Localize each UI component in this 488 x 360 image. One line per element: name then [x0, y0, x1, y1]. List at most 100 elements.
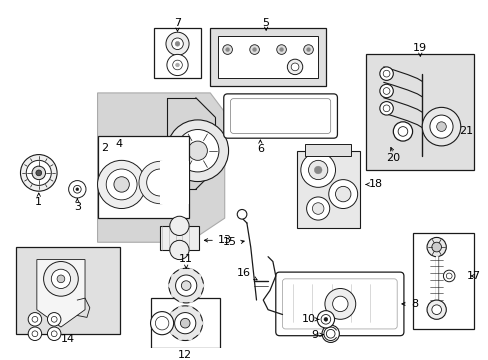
- Text: 20: 20: [386, 153, 400, 163]
- Circle shape: [171, 38, 183, 50]
- Circle shape: [187, 306, 192, 311]
- Text: 13: 13: [217, 235, 231, 245]
- Circle shape: [421, 107, 460, 146]
- Text: 2: 2: [101, 143, 108, 153]
- Circle shape: [175, 63, 179, 67]
- Circle shape: [36, 170, 41, 176]
- Circle shape: [175, 41, 180, 46]
- Circle shape: [188, 298, 193, 303]
- Circle shape: [155, 316, 168, 330]
- Circle shape: [166, 120, 228, 181]
- Circle shape: [97, 160, 145, 208]
- Circle shape: [47, 312, 61, 326]
- Text: 7: 7: [174, 18, 181, 28]
- Circle shape: [332, 296, 347, 312]
- Text: 16: 16: [237, 268, 250, 278]
- Circle shape: [28, 327, 41, 341]
- Circle shape: [300, 153, 335, 187]
- Circle shape: [188, 141, 207, 160]
- Bar: [160, 161, 189, 204]
- Circle shape: [166, 54, 188, 76]
- Circle shape: [383, 70, 389, 77]
- Text: 9: 9: [310, 330, 317, 340]
- Text: 15: 15: [222, 237, 236, 247]
- Circle shape: [167, 321, 172, 325]
- Text: 8: 8: [410, 299, 417, 309]
- Circle shape: [51, 269, 70, 288]
- Circle shape: [324, 288, 355, 319]
- Bar: [218, 36, 318, 78]
- Bar: [154, 28, 200, 78]
- Circle shape: [172, 60, 182, 70]
- Circle shape: [106, 169, 137, 200]
- Circle shape: [20, 154, 57, 191]
- Circle shape: [76, 188, 79, 191]
- Circle shape: [429, 115, 452, 138]
- FancyBboxPatch shape: [230, 99, 330, 133]
- Circle shape: [174, 312, 195, 334]
- Circle shape: [196, 274, 201, 279]
- Polygon shape: [97, 93, 224, 242]
- Circle shape: [223, 45, 232, 54]
- Circle shape: [73, 185, 81, 193]
- Circle shape: [170, 312, 175, 316]
- Text: 18: 18: [368, 179, 382, 189]
- Circle shape: [322, 325, 339, 342]
- Circle shape: [303, 45, 313, 54]
- Circle shape: [195, 330, 200, 335]
- Circle shape: [188, 269, 193, 273]
- Circle shape: [28, 312, 41, 326]
- Circle shape: [225, 48, 229, 51]
- Text: 11: 11: [179, 254, 193, 264]
- Circle shape: [179, 298, 183, 303]
- Circle shape: [306, 48, 310, 51]
- Circle shape: [68, 181, 86, 198]
- Circle shape: [276, 45, 286, 54]
- Text: 1: 1: [35, 197, 42, 207]
- Polygon shape: [37, 260, 85, 327]
- Bar: [296, 151, 359, 228]
- Circle shape: [431, 242, 441, 252]
- Circle shape: [196, 292, 201, 297]
- Circle shape: [32, 331, 38, 337]
- Text: 5: 5: [262, 18, 269, 28]
- Text: 14: 14: [61, 334, 75, 343]
- Text: 21: 21: [459, 126, 473, 136]
- Circle shape: [171, 292, 176, 297]
- Circle shape: [187, 336, 192, 340]
- Circle shape: [32, 316, 38, 322]
- Circle shape: [51, 331, 57, 337]
- Text: 19: 19: [412, 42, 427, 53]
- FancyBboxPatch shape: [282, 279, 396, 329]
- Circle shape: [178, 336, 183, 340]
- Circle shape: [317, 311, 334, 328]
- Circle shape: [328, 180, 357, 208]
- Circle shape: [176, 130, 219, 172]
- Circle shape: [308, 160, 327, 180]
- Circle shape: [47, 327, 61, 341]
- Circle shape: [312, 203, 323, 214]
- Text: 4: 4: [115, 139, 122, 149]
- Bar: [412, 233, 473, 329]
- Circle shape: [165, 32, 189, 55]
- Circle shape: [279, 48, 283, 51]
- Circle shape: [146, 169, 173, 196]
- Text: 10: 10: [301, 314, 315, 324]
- Circle shape: [169, 240, 189, 260]
- FancyBboxPatch shape: [224, 94, 337, 138]
- Bar: [304, 144, 350, 156]
- Circle shape: [426, 238, 446, 257]
- Circle shape: [379, 67, 392, 80]
- Circle shape: [168, 268, 203, 303]
- Circle shape: [290, 63, 298, 71]
- Circle shape: [198, 321, 203, 325]
- Circle shape: [335, 186, 350, 202]
- Circle shape: [195, 312, 200, 316]
- Circle shape: [443, 270, 454, 282]
- Circle shape: [170, 330, 175, 335]
- Circle shape: [287, 59, 302, 75]
- Text: 6: 6: [256, 144, 264, 154]
- Circle shape: [383, 87, 389, 94]
- Circle shape: [252, 48, 256, 51]
- Circle shape: [51, 316, 57, 322]
